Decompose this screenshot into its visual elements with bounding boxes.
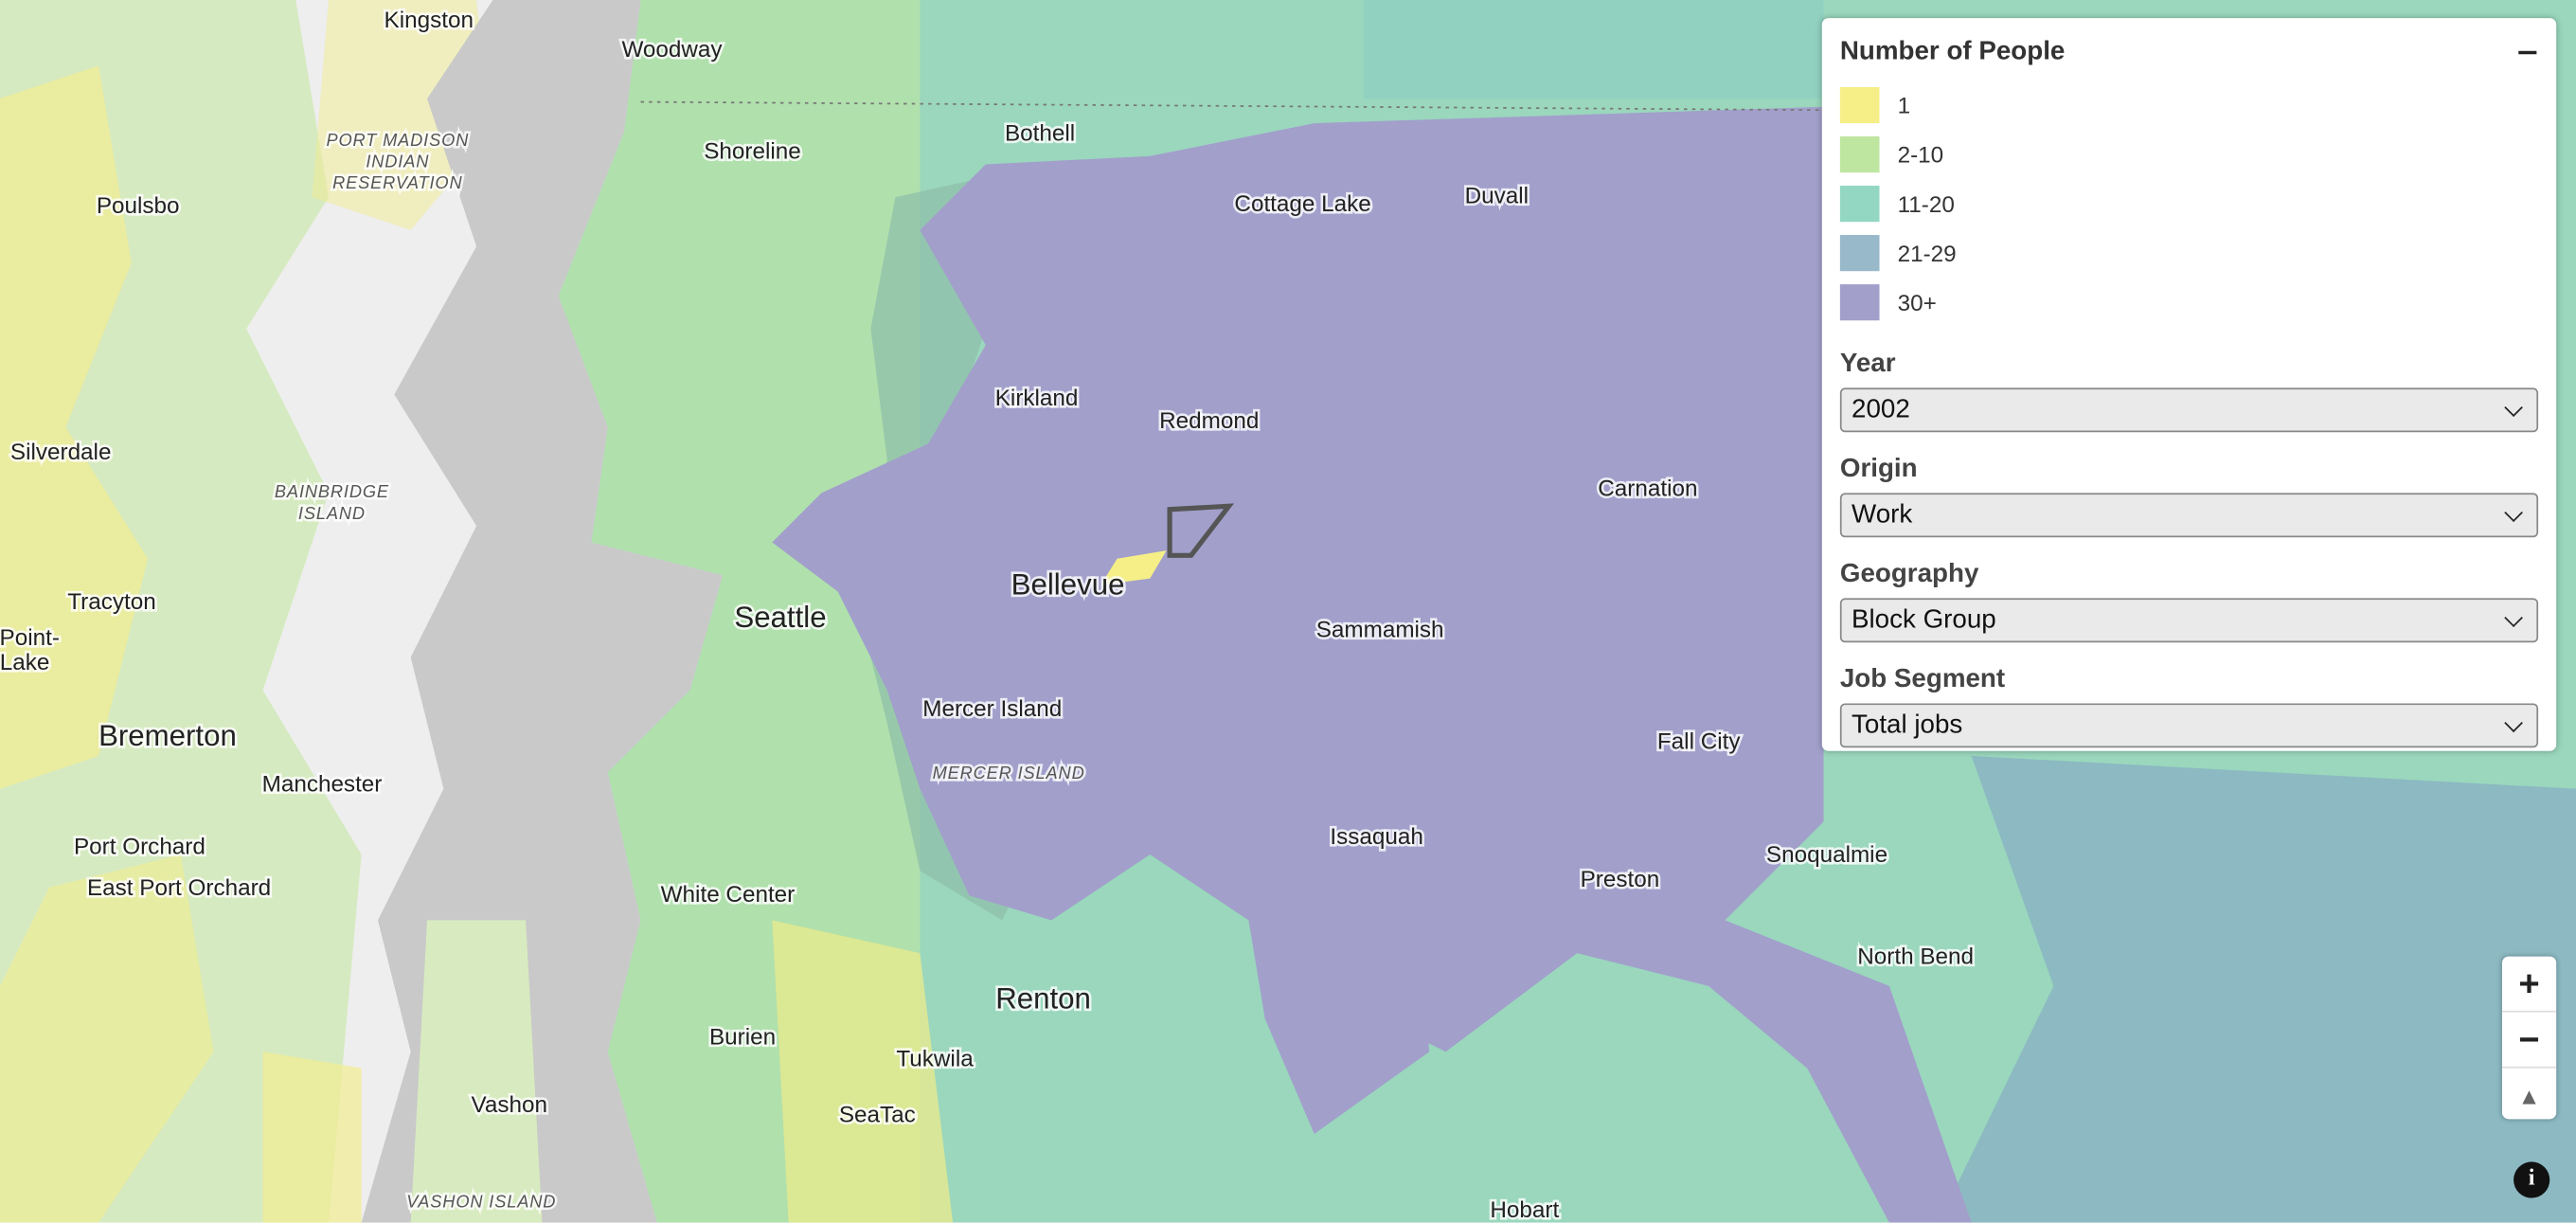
place-label: VASHON ISLAND	[406, 1193, 556, 1212]
dropdown[interactable]: 2002	[1839, 387, 2539, 433]
place-label: Burien	[709, 1025, 776, 1051]
dropdown[interactable]: Work	[1839, 493, 2539, 538]
legend-swatch	[1839, 284, 1880, 321]
zoom-out[interactable]: −	[2501, 1013, 2557, 1069]
dropdown[interactable]: Total jobs	[1839, 703, 2539, 748]
boundary	[640, 100, 1824, 112]
place-label: Manchester	[262, 772, 383, 798]
legend-label: 30+	[1897, 289, 1937, 316]
legend-swatch	[1839, 235, 1880, 272]
region	[410, 920, 543, 1223]
place-label: Kirkland	[995, 386, 1079, 411]
place-label: Mercer Island	[922, 696, 1062, 722]
place-label: Preston	[1581, 867, 1660, 892]
selection	[1167, 503, 1235, 558]
legend-title: Number of People	[1839, 37, 2066, 66]
legend-panel: Number of People 1 2-10 11-20 21-29 30+ Year…	[1821, 18, 2557, 751]
legend-item: 2-10	[1839, 130, 2538, 179]
region	[1248, 887, 1430, 1134]
place-label: Kingston	[385, 8, 474, 33]
place-label: Carnation	[1598, 476, 1697, 501]
place-label: Duvall	[1465, 184, 1529, 209]
place-label: PORT MADISON	[326, 131, 469, 150]
place-label: Tracyton	[67, 589, 156, 615]
place-label: Bremerton	[98, 719, 237, 752]
place-label: Woodway	[621, 37, 723, 63]
place-label: Shoreline	[704, 139, 801, 165]
legend-swatch	[1839, 135, 1880, 173]
control-label: Year	[1839, 350, 1896, 378]
region	[1100, 550, 1167, 585]
place-label: Snoqualmie	[1766, 842, 1887, 868]
zoom-controls: + − ▲	[2501, 956, 2557, 1120]
compass[interactable]: ▲	[2517, 1082, 2541, 1109]
region	[0, 65, 149, 789]
legend-swatch	[1839, 186, 1880, 223]
zoom-in[interactable]: +	[2501, 957, 2557, 1013]
region	[558, 0, 921, 1223]
legend-item: 1	[1839, 81, 2538, 130]
region	[312, 0, 493, 230]
info-button[interactable]: i	[2513, 1161, 2550, 1198]
region	[0, 854, 214, 1223]
place-label: Redmond	[1159, 408, 1259, 434]
place-label: ISLAND	[298, 504, 366, 523]
place-label: White Center	[661, 882, 796, 908]
legend: 1 2-10 11-20 21-29 30+	[1839, 81, 2538, 327]
legend-swatch	[1839, 86, 1880, 124]
water	[361, 0, 724, 1223]
control-label: Origin	[1839, 455, 1918, 484]
place-label: Bellevue	[1011, 568, 1125, 602]
place-label: East Port Orchard	[87, 875, 271, 901]
collapse-button[interactable]	[2518, 50, 2537, 55]
place-label: BAINBRIDGE	[275, 482, 389, 501]
place-label: Tukwila	[896, 1046, 974, 1071]
place-label: Lake	[0, 650, 49, 675]
control-label: Geography	[1839, 560, 1979, 589]
place-label: Point-	[0, 625, 60, 651]
place-label: Hobart	[1490, 1197, 1559, 1223]
legend-label: 11-20	[1897, 190, 1955, 217]
place-label: Seattle	[734, 601, 826, 634]
place-label: Silverdale	[10, 440, 112, 465]
controls: Year 2002 Origin Work Geography Block Group Jo…	[1839, 350, 2539, 748]
dropdown[interactable]: Block Group	[1839, 598, 2539, 643]
place-label: Renton	[995, 982, 1091, 1016]
place-label: Fall City	[1657, 728, 1741, 754]
place-label: Sammamish	[1316, 618, 1444, 643]
region	[1363, 0, 1824, 99]
region	[262, 1052, 362, 1223]
control-label: Job Segment	[1839, 665, 2006, 694]
place-label: Port Orchard	[74, 835, 206, 860]
place-label: North Bend	[1857, 944, 1974, 970]
legend-item: 11-20	[1839, 179, 2538, 228]
place-label: Cottage Lake	[1234, 191, 1370, 217]
legend-label: 21-29	[1897, 240, 1957, 267]
legend-label: 2-10	[1897, 141, 1944, 168]
place-label: MERCER ISLAND	[933, 764, 1085, 782]
place-label: Issaquah	[1330, 824, 1422, 850]
place-label: Bothell	[1005, 121, 1075, 147]
legend-item: 21-29	[1839, 228, 2538, 278]
place-label: RESERVATION	[332, 173, 462, 192]
legend-label: 1	[1897, 92, 1911, 118]
place-label: Vashon	[472, 1092, 548, 1118]
region	[1938, 755, 2576, 1223]
place-label: INDIAN	[366, 153, 429, 171]
region	[772, 920, 954, 1223]
legend-item: 30+	[1839, 278, 2538, 327]
place-label: SeaTac	[839, 1102, 916, 1127]
place-label: Poulsbo	[97, 193, 180, 219]
region	[772, 106, 1972, 1223]
